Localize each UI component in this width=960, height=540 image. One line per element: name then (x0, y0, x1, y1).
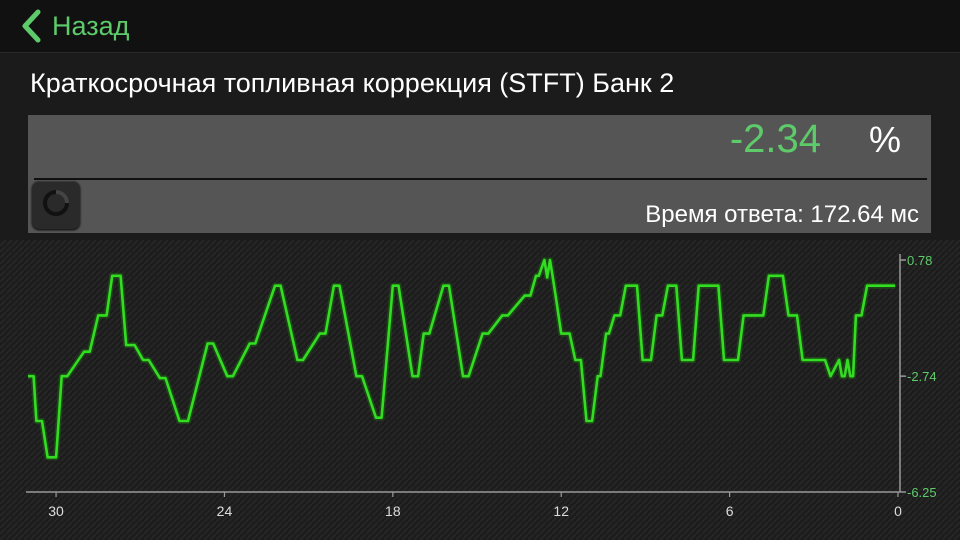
y-tick-label: -6.25 (907, 485, 937, 500)
x-tick-label: 0 (894, 503, 902, 519)
value-unit: % (868, 119, 901, 160)
x-tick-label: 6 (726, 503, 734, 519)
x-tick-label: 12 (553, 503, 569, 519)
x-tick-label: 18 (385, 503, 401, 519)
page-title: Краткосрочная топливная коррекция (STFT)… (30, 68, 675, 98)
series-line (28, 258, 896, 459)
chevron-left-icon (20, 9, 42, 43)
loading-spinner-icon (41, 188, 71, 223)
y-tick-label: 0.78 (907, 253, 932, 268)
pause-button[interactable] (32, 181, 80, 229)
back-label: Назад (52, 10, 130, 41)
back-button[interactable]: Назад (20, 8, 129, 44)
value-panel: -2.34 % Время ответа: 172.64 мс (28, 115, 931, 233)
divider (34, 178, 927, 180)
x-tick-label: 24 (217, 503, 233, 519)
line-chart: 0.78 -2.74 -6.25 30 24 18 12 6 0 (0, 240, 960, 540)
response-time: Время ответа: 172.64 мс (645, 201, 919, 228)
x-tick-label: 30 (48, 503, 64, 519)
nav-bar: Назад (0, 0, 960, 53)
y-tick-label: -2.74 (907, 369, 937, 384)
current-value: -2.34 (729, 117, 821, 161)
chart-background (0, 240, 960, 540)
